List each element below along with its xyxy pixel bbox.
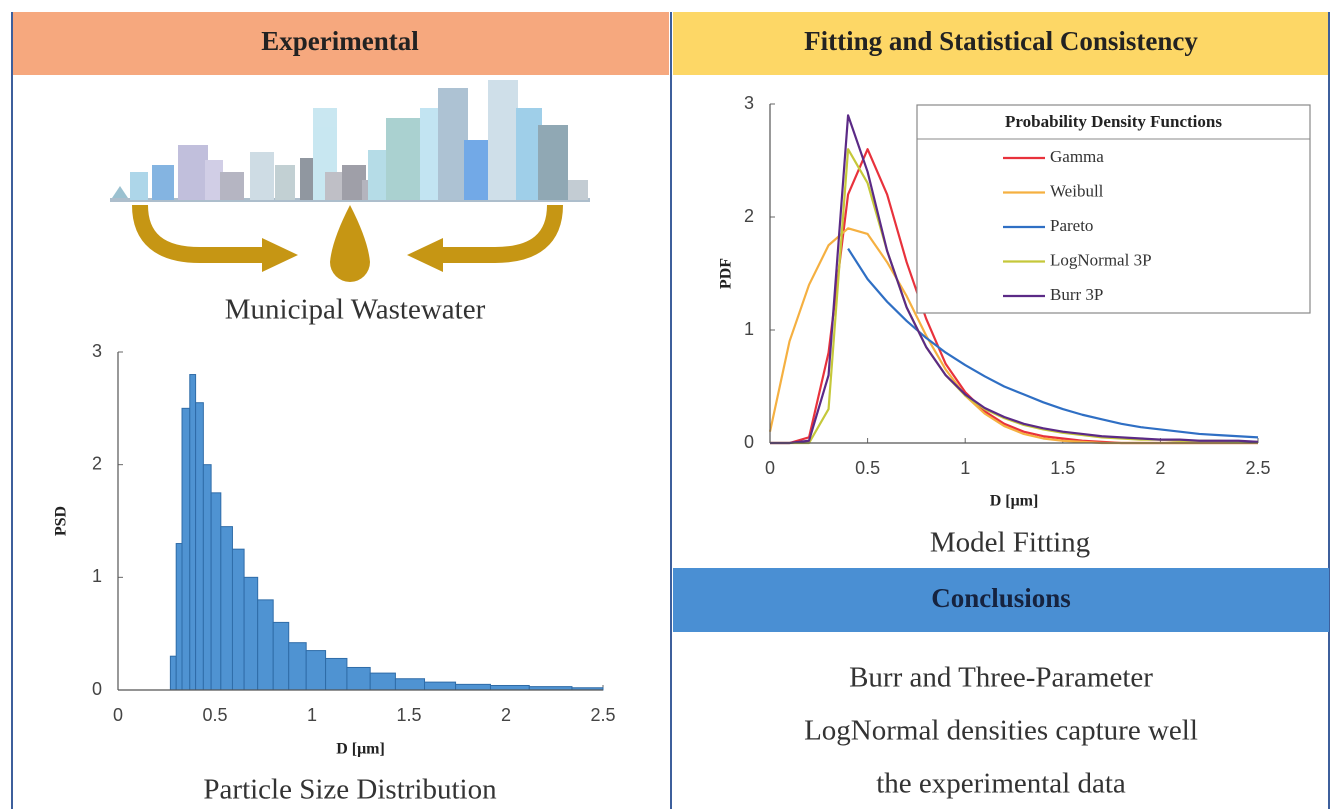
city-caption: Municipal Wastewater: [225, 294, 486, 326]
histogram-bar: [347, 667, 370, 690]
histogram-bar: [425, 682, 456, 690]
histogram-bar: [232, 549, 244, 690]
legend-box: [917, 105, 1310, 313]
histogram-bar: [221, 527, 233, 690]
histogram-bar: [490, 685, 529, 690]
chart-caption: Particle Size Distribution: [203, 774, 497, 806]
histogram-bar: [370, 673, 395, 690]
legend-title: Probability Density Functions: [1005, 112, 1222, 131]
x-axis-label: D [μm]: [336, 741, 385, 758]
histogram-bar: [211, 493, 221, 690]
x-tick-label: 1.5: [1050, 458, 1075, 478]
x-tick-label: 1: [960, 458, 970, 478]
histogram-bar: [395, 679, 424, 690]
histogram-bar: [456, 684, 491, 690]
x-tick-label: 2.5: [1245, 458, 1270, 478]
histogram-bar: [244, 577, 258, 690]
x-tick-label: 2: [501, 705, 511, 725]
y-tick-label: 1: [744, 319, 754, 339]
y-axis-label: PDF: [718, 258, 735, 289]
x-tick-label: 2: [1155, 458, 1165, 478]
histogram-bar: [306, 651, 325, 690]
y-axis-label: PSD: [53, 506, 70, 536]
x-tick-label: 0: [113, 705, 123, 725]
histogram-bar: [326, 658, 347, 690]
legend-label: Gamma: [1050, 147, 1104, 166]
right-header: Fitting and Statistical Consistency: [804, 26, 1198, 56]
x-tick-label: 0.5: [202, 705, 227, 725]
histogram-bar: [273, 622, 289, 690]
city-illustration: [110, 80, 590, 202]
arrow-head: [262, 238, 298, 272]
conclusions-header: Conclusions: [931, 583, 1071, 613]
histogram-bar: [289, 643, 306, 690]
chart-caption: Model Fitting: [930, 527, 1090, 559]
histogram-bar: [258, 600, 274, 690]
legend-label: LogNormal 3P: [1050, 250, 1152, 269]
graphical-abstract: Experimental Fitting and Statistical Con…: [0, 0, 1331, 809]
x-axis-label: D [μm]: [990, 493, 1039, 510]
x-tick-label: 1: [307, 705, 317, 725]
histogram-bar: [170, 656, 176, 690]
histogram-bar: [190, 375, 196, 690]
arrow-head: [407, 238, 443, 272]
x-tick-label: 0.5: [855, 458, 880, 478]
y-tick-label: 0: [744, 432, 754, 452]
left-header: Experimental: [261, 26, 419, 56]
legend-label: Weibull: [1050, 181, 1104, 200]
water-drop: [330, 205, 370, 282]
histogram-bar: [203, 465, 211, 690]
y-tick-label: 2: [92, 453, 102, 473]
legend-label: Burr 3P: [1050, 285, 1103, 304]
conclusion-line: Burr and Three-Parameter: [849, 662, 1153, 694]
histogram-bar: [182, 408, 190, 690]
conclusion-line: LogNormal densities capture well: [804, 715, 1198, 747]
y-tick-label: 2: [744, 206, 754, 226]
y-tick-label: 3: [92, 341, 102, 361]
legend-label: Pareto: [1050, 216, 1093, 235]
histogram-bar: [196, 403, 204, 690]
x-tick-label: 2.5: [590, 705, 615, 725]
x-tick-label: 0: [765, 458, 775, 478]
conclusion-line: the experimental data: [876, 768, 1126, 800]
histogram-bar: [176, 544, 182, 690]
y-tick-label: 1: [92, 566, 102, 586]
y-tick-label: 0: [92, 679, 102, 699]
x-tick-label: 1.5: [396, 705, 421, 725]
y-tick-label: 3: [744, 93, 754, 113]
